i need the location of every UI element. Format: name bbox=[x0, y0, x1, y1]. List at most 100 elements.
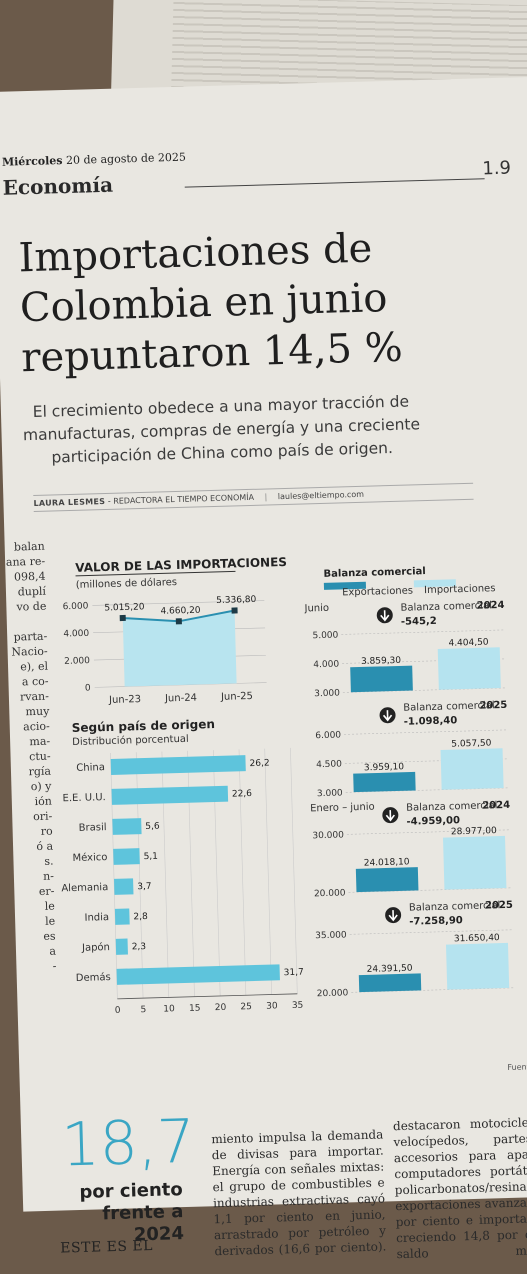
bar-value-label: 3,7 bbox=[137, 882, 152, 892]
data-point bbox=[119, 614, 126, 622]
category-label: Brasil bbox=[79, 822, 107, 834]
deck: El crecimiento obedece a una mayor tracc… bbox=[22, 392, 421, 467]
bar bbox=[115, 938, 128, 955]
chart-title: VALOR DE LAS IMPORTACIONES bbox=[75, 555, 287, 575]
callout-after: ESTE ES EL bbox=[60, 1237, 154, 1257]
y-tick-label: 5.000 bbox=[312, 631, 338, 642]
y-tick-label: 3.000 bbox=[317, 788, 343, 799]
left-fragment: ión bbox=[34, 794, 53, 809]
author-email: laules@eltiempo.com bbox=[277, 489, 365, 502]
bar-imports bbox=[437, 647, 501, 690]
category-label: México bbox=[72, 851, 107, 864]
bar-value-label: 2,3 bbox=[132, 942, 147, 952]
left-fragment: muy bbox=[25, 704, 50, 719]
left-fragment bbox=[7, 614, 47, 630]
balance-label: Balanza comercial bbox=[406, 800, 498, 814]
left-fragment: 098,4 bbox=[13, 569, 46, 584]
left-fragment: rvan- bbox=[19, 689, 50, 704]
left-fragment: a bbox=[49, 944, 57, 958]
balance-value: -545,2 bbox=[401, 616, 437, 628]
imports-label: 5.057,50 bbox=[451, 739, 492, 750]
bar bbox=[112, 818, 142, 835]
source-note: Fuente Dane bbox=[507, 1062, 527, 1072]
bar-imports bbox=[442, 835, 507, 890]
left-fragment: e), el bbox=[20, 659, 49, 674]
author-role: - REDACTORA EL TIEMPO ECONOMÍA bbox=[107, 492, 255, 506]
x-tick-label: 0 bbox=[115, 1006, 121, 1016]
x-tick-label: Jun-24 bbox=[164, 693, 197, 705]
balance-label: Balanza comercial bbox=[409, 900, 501, 914]
balance-label: Balanza comercial bbox=[403, 700, 495, 714]
y-tick-label: 2.000 bbox=[64, 656, 90, 667]
exports-label: 24.018,10 bbox=[364, 857, 410, 868]
imports-value-chart: VALOR DE LAS IMPORTACIONES (millones de … bbox=[63, 555, 288, 706]
left-fragment: vo de bbox=[16, 599, 47, 614]
bar bbox=[114, 878, 134, 895]
y-tick-label: 35.000 bbox=[315, 930, 347, 941]
grid-line bbox=[290, 747, 298, 994]
bar-value-label: 22,6 bbox=[232, 789, 253, 800]
bar-imports bbox=[440, 748, 504, 790]
down-arrow-glyph bbox=[385, 810, 395, 822]
bar-exports bbox=[355, 867, 419, 893]
bar-exports bbox=[358, 973, 422, 993]
bar-value-label: 2,8 bbox=[133, 912, 148, 922]
data-label: 5.336,80 bbox=[216, 595, 257, 606]
grid-line bbox=[238, 749, 247, 996]
legend-swatch-exports bbox=[323, 581, 367, 590]
grid-line bbox=[344, 729, 509, 735]
category-label: Demás bbox=[76, 971, 111, 984]
grid-line bbox=[264, 748, 272, 995]
y-tick-label: 30.000 bbox=[312, 830, 344, 841]
y-tick-label: 20.000 bbox=[314, 888, 346, 899]
headline: Importaciones de Colombia en junio repun… bbox=[18, 225, 404, 382]
x-tick-label: 25 bbox=[240, 1002, 252, 1012]
left-fragment: ó a bbox=[36, 839, 54, 854]
bar bbox=[113, 848, 140, 865]
y-tick-label: 4.000 bbox=[313, 660, 339, 671]
left-fragment: le bbox=[44, 914, 56, 928]
category-label: India bbox=[84, 912, 109, 924]
data-point bbox=[175, 618, 182, 625]
left-fragment: rgía bbox=[28, 764, 52, 779]
chart-subtitle: (millones de dólares bbox=[76, 576, 178, 591]
page-number: 1.9 bbox=[482, 157, 512, 180]
left-column-fragments: balan ana re- 098,4 duplí vo de parta- Nacio-… bbox=[5, 539, 57, 975]
article-column-3: destacaron motocicletas y velocípedos, p… bbox=[392, 1114, 527, 1263]
left-fragment: ctu- bbox=[29, 749, 51, 764]
legend-imports: Importaciones bbox=[424, 583, 496, 596]
exports-label: 3.959,10 bbox=[364, 762, 405, 773]
panel-period: Junio bbox=[303, 603, 329, 615]
x-tick-label: 30 bbox=[266, 1001, 278, 1011]
bar-imports bbox=[445, 942, 510, 990]
bar bbox=[116, 964, 280, 985]
chart-title: Según país de origen bbox=[72, 717, 216, 735]
left-fragment: es bbox=[43, 929, 56, 943]
x-axis bbox=[117, 993, 298, 1000]
bar-exports bbox=[353, 771, 416, 793]
bar-value-label: 5,6 bbox=[145, 822, 160, 832]
header-rule bbox=[184, 178, 485, 188]
left-fragment: acio- bbox=[22, 719, 50, 734]
grid-line bbox=[346, 829, 511, 835]
panel-period: Enero – junio bbox=[310, 802, 375, 815]
left-fragment: o) y bbox=[30, 779, 52, 794]
panel-year: 2024 bbox=[477, 600, 505, 612]
left-fragment: parta- bbox=[13, 629, 48, 644]
author-name: LAURA LESMES bbox=[33, 496, 106, 508]
bar bbox=[110, 755, 246, 775]
left-fragment: ro bbox=[40, 824, 53, 838]
x-tick-label: Jun-25 bbox=[220, 691, 253, 703]
country-origin-chart: Según país de origen Distribución porcen… bbox=[61, 717, 304, 1016]
balance-label: Balanza comercial bbox=[400, 600, 492, 614]
data-point bbox=[231, 607, 238, 614]
imports-label: 31.650,40 bbox=[454, 933, 500, 944]
chart-subtitle: Distribución porcentual bbox=[72, 733, 189, 748]
newspaper-page: Miércoles 20 de agosto de 2025 Economía … bbox=[0, 76, 527, 1263]
panel-year: 2025 bbox=[479, 700, 507, 712]
legend-exports: Exportaciones bbox=[342, 585, 413, 598]
